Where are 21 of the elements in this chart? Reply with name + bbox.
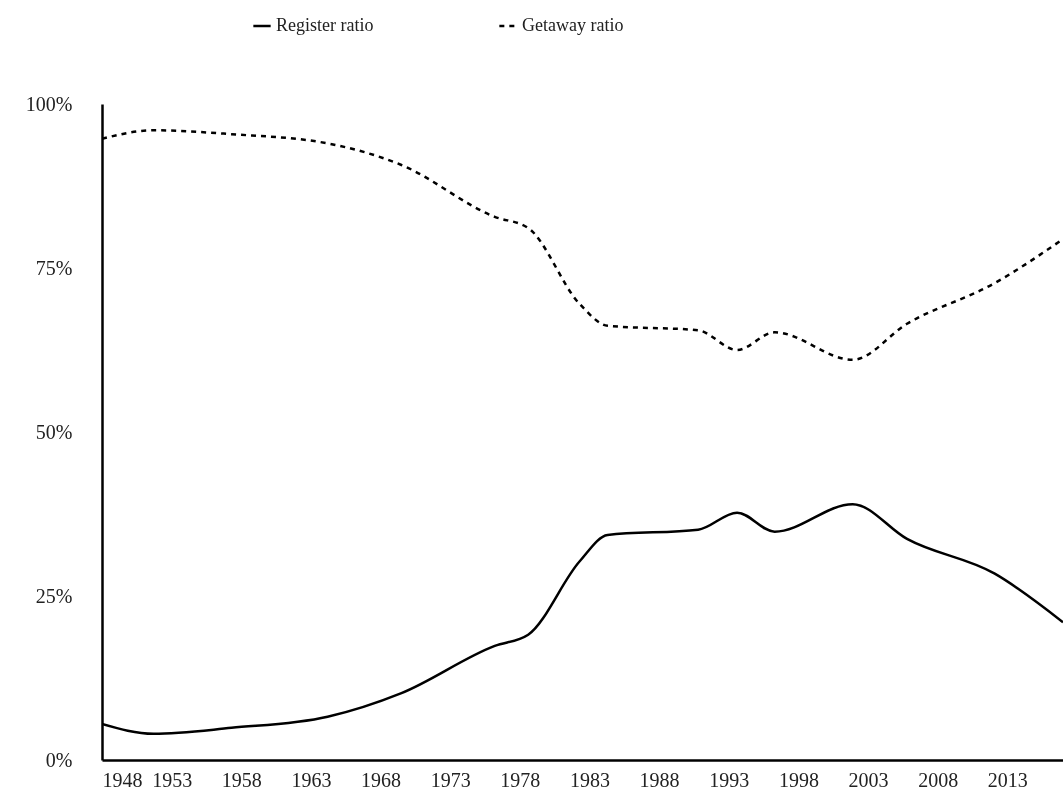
- x-tick-label: 1963: [291, 768, 332, 791]
- x-tick-label: 1998: [778, 768, 819, 791]
- x-tick-label: 2013: [987, 768, 1028, 791]
- x-tick-label: 1968: [361, 768, 402, 791]
- y-tick-label: 50%: [35, 420, 73, 443]
- x-tick-label: 1958: [221, 768, 262, 791]
- x-tick-label: 1953: [152, 768, 193, 791]
- x-tick-label: 2003: [848, 768, 889, 791]
- y-tick-label: 100%: [25, 92, 73, 115]
- y-tick-label: 0%: [45, 748, 73, 771]
- x-tick-label: 1988: [639, 768, 680, 791]
- y-tick-label: 75%: [35, 256, 73, 279]
- legend-label: Register ratio: [276, 15, 374, 35]
- x-tick-label: 1973: [430, 768, 471, 791]
- x-tick-label: 1993: [709, 768, 750, 791]
- x-tick-label: 1978: [500, 768, 541, 791]
- x-tick-label: 1948: [102, 768, 143, 791]
- y-tick-label: 25%: [35, 584, 73, 607]
- x-tick-label: 2008: [918, 768, 959, 791]
- x-tick-label: 1983: [569, 768, 610, 791]
- legend-label: Getaway ratio: [522, 15, 624, 35]
